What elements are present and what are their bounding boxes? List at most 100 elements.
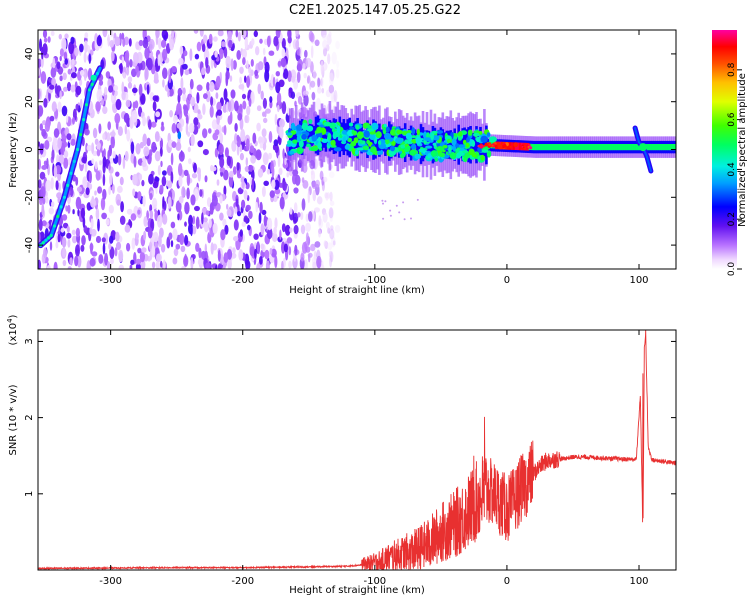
noise-blob <box>142 133 147 147</box>
noise-blob <box>241 221 246 227</box>
noise-blob <box>282 148 285 160</box>
noise-blob <box>229 170 234 178</box>
band-mid <box>292 128 296 150</box>
band-core <box>562 144 565 151</box>
noise-blob <box>149 210 154 219</box>
noise-blob <box>178 163 183 176</box>
noise-blob <box>121 81 125 94</box>
noise-blob <box>41 220 47 227</box>
noise-blob <box>67 239 71 248</box>
band-core <box>651 144 655 151</box>
noise-blob <box>244 75 247 83</box>
noise-blob <box>259 142 264 149</box>
noise-blob <box>38 158 41 170</box>
noise-blob <box>327 53 331 65</box>
noise-blob <box>115 231 120 242</box>
band-core <box>659 144 663 151</box>
noise-blob <box>90 218 94 229</box>
noise-blob <box>328 84 335 94</box>
band-core <box>615 144 619 151</box>
noise-blob <box>238 84 245 90</box>
noise-blob <box>155 260 160 269</box>
noise-blob <box>194 53 200 60</box>
noise-blob <box>159 137 163 150</box>
band-blob <box>452 145 457 152</box>
band-core <box>536 144 540 151</box>
noise-blob <box>317 77 321 88</box>
noise-blob <box>265 108 271 114</box>
noise-blob <box>165 31 169 40</box>
noise-blob <box>318 215 322 226</box>
noise-blob <box>70 72 77 79</box>
noise-dot <box>382 202 384 205</box>
doppler-trace <box>38 65 182 249</box>
noise-blob <box>114 36 121 47</box>
noise-blob <box>63 86 68 92</box>
noise-blob <box>310 45 314 59</box>
noise-blob <box>314 207 320 213</box>
band-core-speck <box>522 146 525 149</box>
band-core <box>560 144 563 151</box>
noise-blob <box>328 207 334 219</box>
noise-blob <box>148 119 152 130</box>
band-blob <box>481 149 489 153</box>
noise-blob <box>287 30 292 38</box>
band-core <box>598 144 601 151</box>
band-core <box>657 144 661 151</box>
noise-blob <box>132 173 138 186</box>
noise-blob <box>253 30 258 38</box>
noise-blob <box>223 124 227 136</box>
noise-blob <box>281 38 286 49</box>
noise-blob <box>51 201 55 208</box>
noise-blob <box>331 51 337 65</box>
noise-blob <box>124 150 129 162</box>
noise-blob <box>123 112 130 124</box>
noise-blob <box>122 157 126 170</box>
band-mid <box>449 130 453 160</box>
noise-blob <box>104 252 109 266</box>
band-blob <box>400 152 404 159</box>
band-mid <box>310 124 314 146</box>
noise-blob <box>98 79 104 86</box>
noise-blob <box>275 71 280 77</box>
noise-blob <box>223 169 229 181</box>
noise-blob <box>223 47 228 59</box>
noise-blob <box>250 155 256 164</box>
noise-blob <box>209 81 215 92</box>
noise-blob <box>222 218 227 227</box>
noise-blob <box>89 242 94 251</box>
noise-blob <box>335 68 340 79</box>
band-mid <box>483 133 486 157</box>
noise-blob <box>235 30 239 38</box>
noise-blob <box>51 101 57 113</box>
noise-blob <box>308 211 313 222</box>
doppler-trace-blob <box>177 131 182 140</box>
band-blob <box>331 139 336 147</box>
noise-blob <box>269 247 273 255</box>
band-blob <box>373 138 378 142</box>
noise-blob <box>40 186 46 199</box>
band-core <box>538 144 542 151</box>
spectrogram-y-tick-label: -40 <box>24 237 35 253</box>
noise-blob <box>148 149 153 158</box>
band-blob <box>471 140 476 148</box>
doppler-trace-point <box>87 88 92 92</box>
noise-blob <box>217 30 224 37</box>
noise-blob <box>108 186 111 196</box>
spectrogram-x-tick-label: -100 <box>363 275 386 286</box>
band-blob <box>442 144 448 149</box>
noise-blob <box>279 229 282 240</box>
band-blob <box>403 146 410 153</box>
noise-blob <box>203 93 208 100</box>
noise-blob <box>61 37 67 51</box>
noise-blob <box>58 154 65 165</box>
band-blob <box>298 148 304 152</box>
noise-blob <box>301 241 308 254</box>
band-core-speck <box>482 145 486 148</box>
noise-blob <box>250 59 254 67</box>
band-blob <box>480 154 485 161</box>
signal-band <box>285 101 676 181</box>
doppler-trace-point <box>90 82 94 86</box>
noise-blob <box>80 207 86 219</box>
band-blob <box>316 126 323 134</box>
